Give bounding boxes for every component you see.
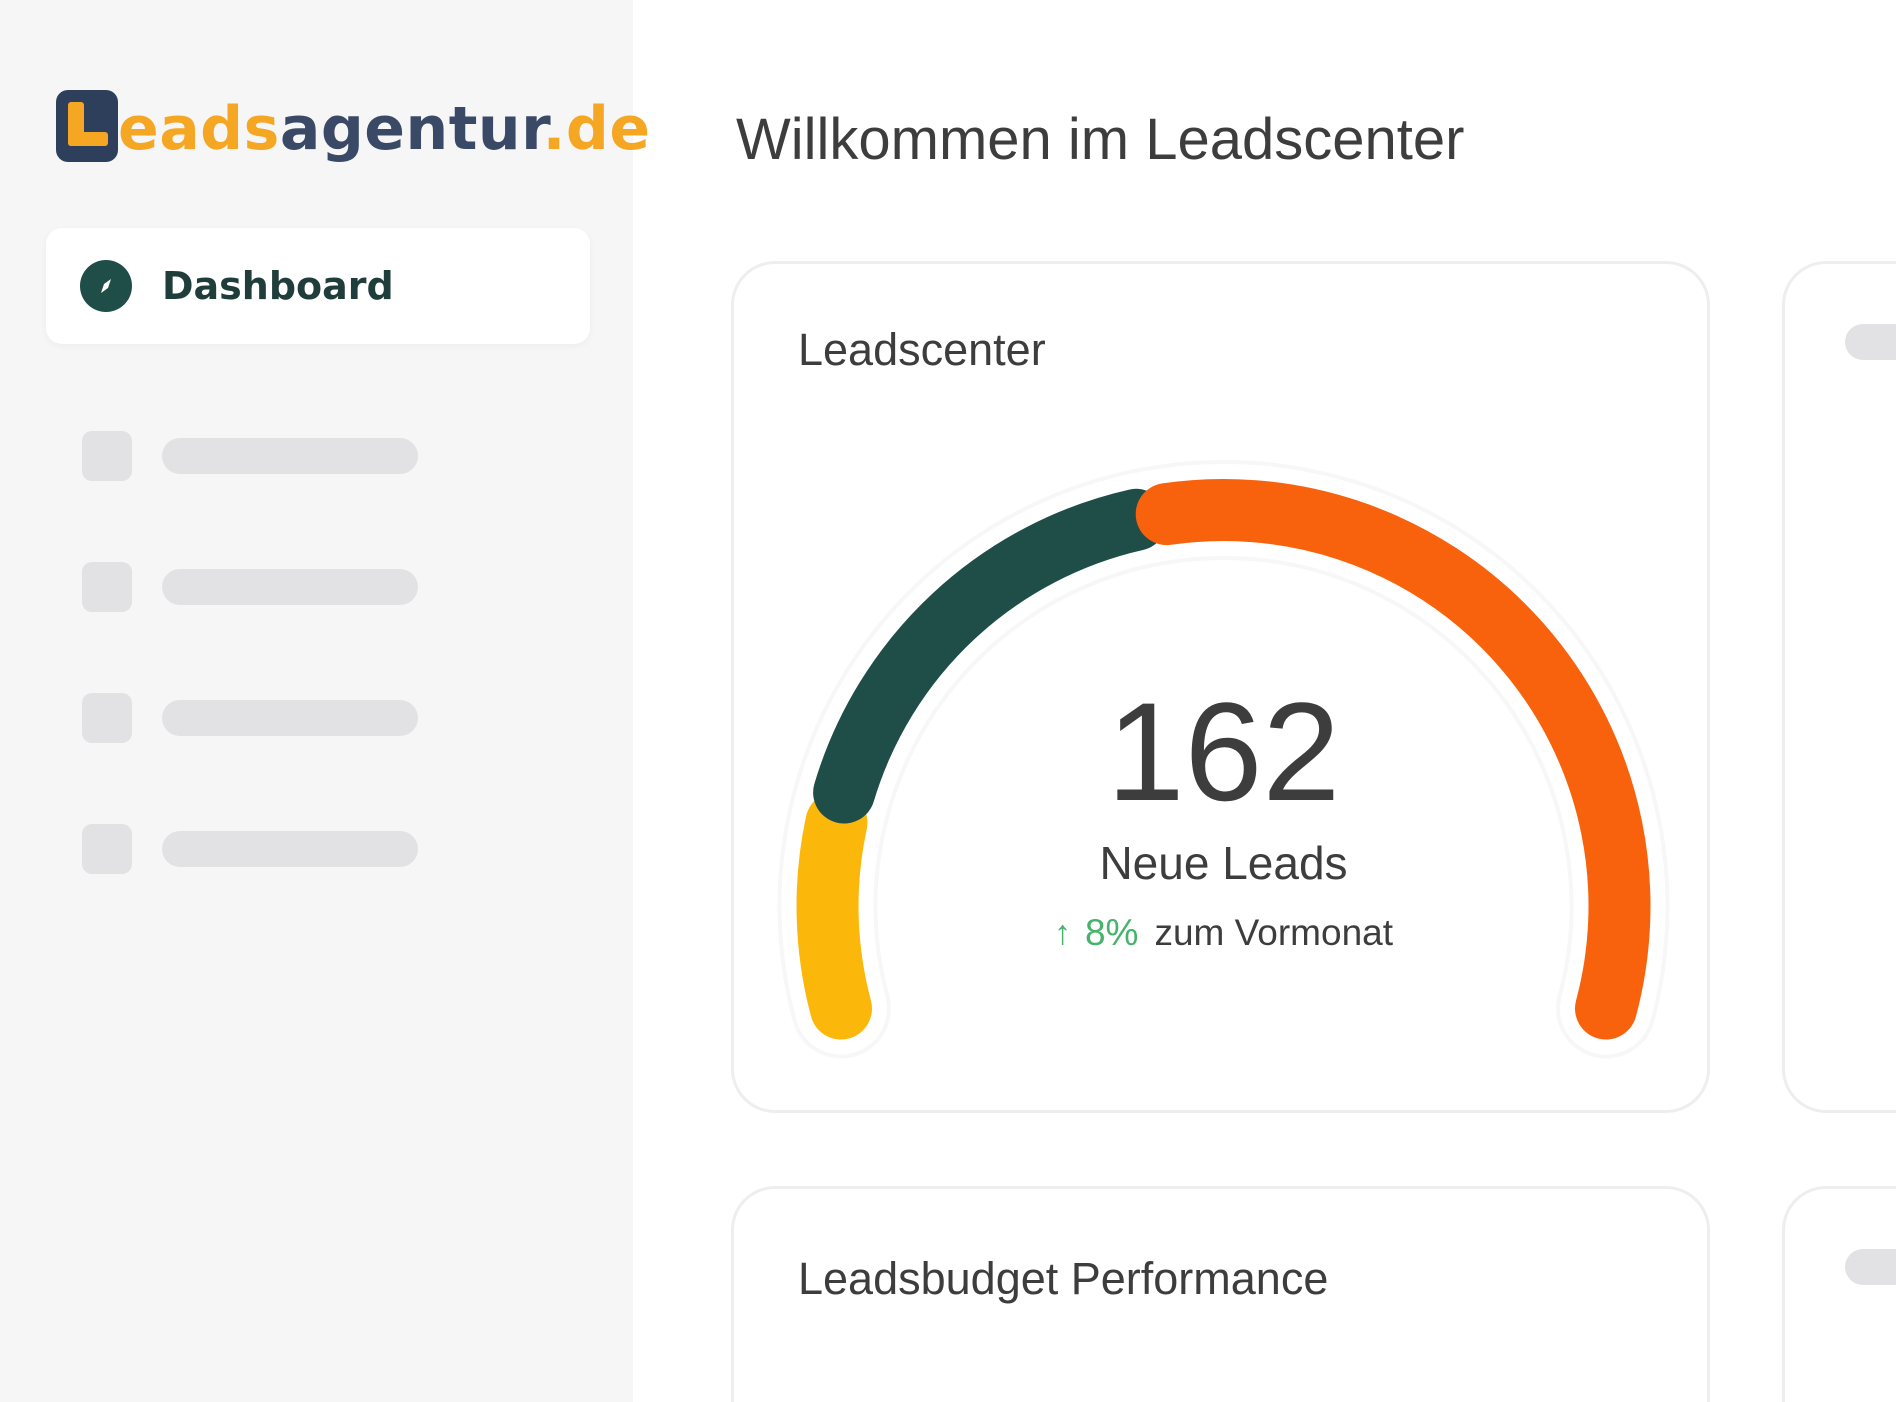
brand-logo[interactable]: eadsagentur.de: [56, 88, 651, 164]
logo-l-mark-icon: [56, 90, 118, 162]
sidebar-item-label: Dashboard: [162, 264, 394, 308]
trend-text: zum Vormonat: [1154, 912, 1394, 953]
trend-value: 8%: [1084, 912, 1139, 953]
card-title: Leadsbudget Performance: [798, 1253, 1329, 1304]
placeholder-square-icon: [82, 693, 132, 743]
side-card-bottom[interactable]: [1782, 1186, 1896, 1402]
gauge-segments: [796, 479, 1651, 1040]
placeholder-label: [162, 700, 418, 736]
placeholder-square-icon: [82, 824, 132, 874]
placeholder-label: [1845, 324, 1896, 360]
sidebar: eadsagentur.de Dashboard: [0, 0, 650, 1402]
side-card-top[interactable]: [1782, 261, 1896, 1113]
leads-gauge: [777, 459, 1670, 1059]
gauge-segment-green: [813, 488, 1168, 824]
arrow-up-icon: ↑: [1053, 913, 1071, 952]
page-title: Willkommen im Leadscenter: [736, 107, 1465, 172]
card-title: Leadscenter: [798, 324, 1046, 375]
gauge-segment-orange: [1135, 479, 1651, 1040]
gauge-segment-yellow: [796, 791, 872, 1040]
placeholder-label: [162, 831, 418, 867]
compass-icon: [80, 260, 132, 312]
placeholder-square-icon: [82, 562, 132, 612]
leadsbudget-card[interactable]: Leadsbudget Performance: [731, 1186, 1710, 1402]
gauge-label: Neue Leads: [1099, 837, 1348, 889]
placeholder-square-icon: [82, 431, 132, 481]
logo-wordmark: eadsagentur.de: [118, 94, 651, 164]
leadscenter-card[interactable]: Leadscenter 162 Neue Leads ↑ 8% zum Vorm…: [731, 261, 1710, 1113]
sidebar-item-placeholder[interactable]: [82, 824, 422, 874]
placeholder-label: [1845, 1249, 1896, 1285]
placeholder-label: [162, 438, 418, 474]
sidebar-item-placeholder[interactable]: [82, 693, 422, 743]
gauge-trend: ↑ 8% zum Vormonat: [734, 912, 1713, 954]
sidebar-item-placeholder[interactable]: [82, 431, 422, 481]
gauge-value: 162: [1106, 673, 1341, 830]
sidebar-item-dashboard[interactable]: Dashboard: [46, 228, 590, 344]
sidebar-item-placeholder[interactable]: [82, 562, 422, 612]
placeholder-label: [162, 569, 418, 605]
